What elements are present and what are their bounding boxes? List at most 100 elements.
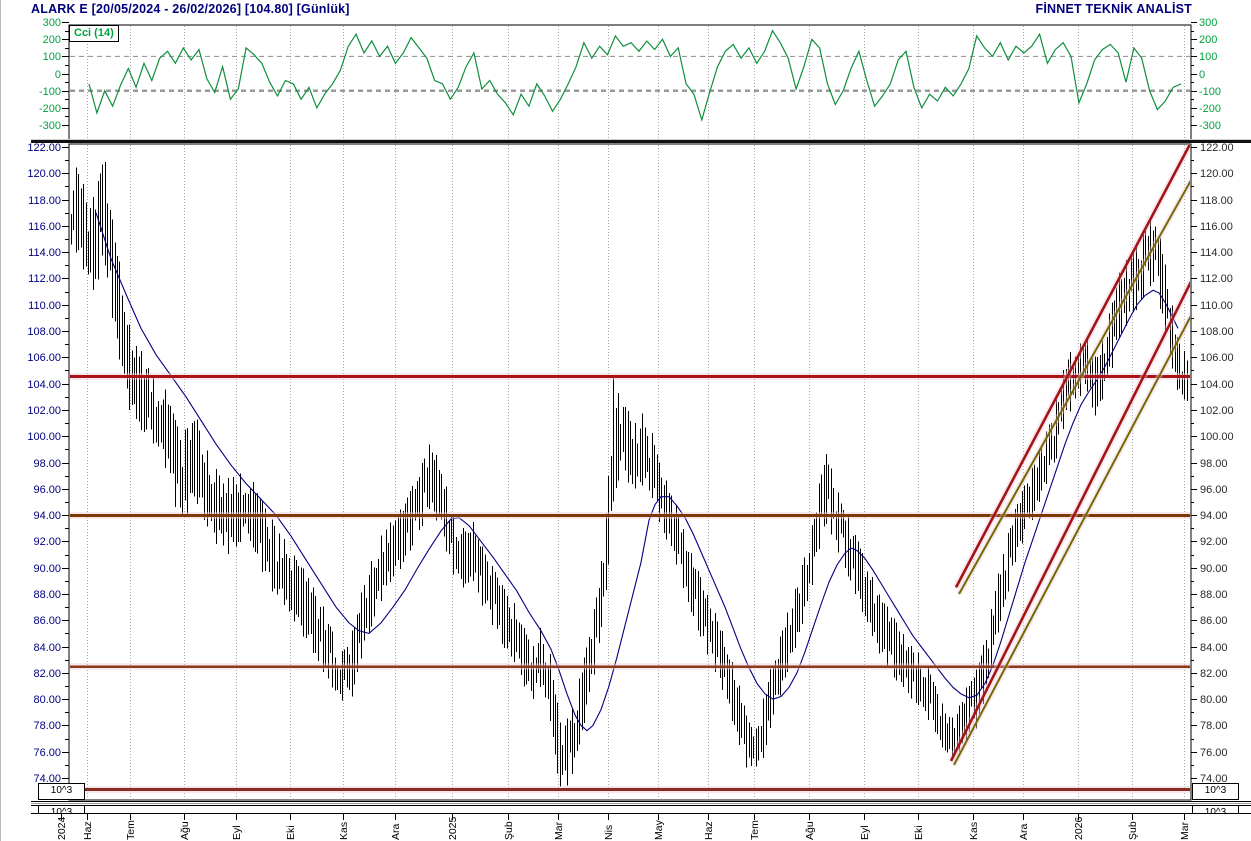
svg-text:Eki: Eki [285, 825, 297, 840]
svg-text:2026: 2026 [1073, 816, 1085, 840]
svg-text:112.00: 112.00 [1200, 273, 1233, 285]
svg-text:114.00: 114.00 [1200, 247, 1233, 259]
svg-text:74.00: 74.00 [1200, 773, 1228, 785]
svg-text:86.00: 86.00 [33, 615, 61, 627]
svg-text:-200: -200 [1199, 103, 1221, 115]
moving-average-line [95, 212, 1179, 732]
svg-text:100: 100 [43, 51, 61, 63]
svg-text:78.00: 78.00 [33, 720, 61, 732]
svg-text:-100: -100 [1199, 86, 1221, 98]
svg-text:0: 0 [1199, 69, 1205, 81]
svg-text:76.00: 76.00 [1200, 747, 1228, 759]
svg-text:106.00: 106.00 [1200, 352, 1234, 364]
svg-text:300: 300 [43, 17, 61, 29]
svg-text:118.00: 118.00 [28, 195, 61, 207]
svg-text:106.00: 106.00 [27, 352, 61, 364]
svg-text:2024: 2024 [56, 816, 68, 840]
svg-text:2025: 2025 [447, 816, 459, 840]
cci-axis-labels: 300 300 200 200 100 100 0 0 -100 -100 -200 -200 -300… [39, 17, 1221, 132]
svg-text:86.00: 86.00 [1200, 615, 1228, 627]
svg-text:94.00: 94.00 [1200, 510, 1228, 522]
svg-text:90.00: 90.00 [33, 563, 61, 575]
svg-text:Eyl: Eyl [859, 825, 871, 840]
price-axis-labels: 74.00 74.00 76.00 76.00 78.00 78.00 80.00 80.00… [27, 142, 1233, 785]
svg-text:108.00: 108.00 [27, 326, 61, 338]
svg-text:Ağu: Ağu [804, 821, 816, 840]
svg-text:104.00: 104.00 [27, 379, 61, 391]
svg-text:92.00: 92.00 [1200, 536, 1228, 548]
svg-text:Tem: Tem [749, 820, 761, 840]
svg-text:82.00: 82.00 [33, 668, 61, 680]
cci-line [88, 29, 1182, 123]
svg-text:88.00: 88.00 [33, 589, 61, 601]
svg-text:100.00: 100.00 [27, 431, 61, 443]
price-bars [71, 162, 1188, 787]
svg-text:90.00: 90.00 [1200, 563, 1228, 575]
svg-text:88.00: 88.00 [1200, 589, 1228, 601]
svg-text:Tem: Tem [125, 820, 137, 840]
svg-text:Şub: Şub [503, 821, 515, 840]
svg-text:Ara: Ara [1018, 824, 1030, 841]
svg-text:84.00: 84.00 [33, 642, 61, 654]
svg-text:Ağu: Ağu [179, 821, 191, 840]
svg-text:-100: -100 [39, 86, 61, 98]
svg-text:Mar: Mar [1179, 821, 1191, 840]
svg-text:-300: -300 [1199, 120, 1221, 132]
svg-text:200: 200 [43, 34, 61, 46]
month-gridlines [87, 26, 1185, 799]
svg-text:108.00: 108.00 [1200, 326, 1234, 338]
svg-text:May: May [653, 819, 665, 840]
svg-text:94.00: 94.00 [33, 510, 61, 522]
svg-text:102.00: 102.00 [27, 405, 61, 417]
svg-text:Şub: Şub [1127, 821, 1139, 840]
svg-text:80.00: 80.00 [1200, 694, 1228, 706]
svg-text:116.00: 116.00 [28, 221, 61, 233]
svg-text:Ara: Ara [390, 824, 402, 841]
svg-text:96.00: 96.00 [1200, 484, 1228, 496]
scale-factor-box-left: 10^3 [38, 783, 85, 800]
svg-text:122.00: 122.00 [1200, 142, 1234, 154]
svg-text:122.00: 122.00 [27, 142, 61, 154]
trend-channel-lines[interactable] [948, 140, 1192, 767]
svg-text:104.00: 104.00 [1200, 379, 1234, 391]
scale-factor-box-right: 10^3 [1192, 783, 1239, 800]
svg-text:0: 0 [55, 69, 61, 81]
svg-text:84.00: 84.00 [1200, 642, 1228, 654]
svg-text:Nis: Nis [603, 825, 615, 840]
svg-text:100.00: 100.00 [1200, 431, 1234, 443]
scale-factor-box-left-2: 10^3 [38, 805, 85, 814]
x-axis-month-labels: 2024 Haz Tem Ağu Eyl Eki Kas Ara 2025 Şub Mar Nis Ma… [56, 814, 1191, 840]
svg-text:96.00: 96.00 [33, 484, 61, 496]
svg-text:102.00: 102.00 [1200, 405, 1234, 417]
svg-text:Kas: Kas [968, 822, 980, 840]
svg-text:98.00: 98.00 [1200, 458, 1228, 470]
svg-text:Haz: Haz [703, 821, 715, 840]
svg-text:110.00: 110.00 [1200, 300, 1233, 312]
scale-factor-box-right-2: 10^3 [1192, 805, 1239, 814]
svg-text:120.00: 120.00 [1200, 168, 1234, 180]
cci-indicator-label: Cci (14) [69, 25, 119, 42]
svg-text:92.00: 92.00 [33, 536, 61, 548]
svg-text:74.00: 74.00 [33, 773, 61, 785]
svg-text:80.00: 80.00 [33, 694, 61, 706]
svg-text:120.00: 120.00 [27, 168, 61, 180]
svg-text:Kas: Kas [338, 822, 350, 840]
svg-text:Eki: Eki [913, 825, 925, 840]
svg-text:114.00: 114.00 [28, 247, 61, 259]
svg-text:110.00: 110.00 [28, 300, 61, 312]
svg-text:116.00: 116.00 [1200, 221, 1233, 233]
svg-text:Haz: Haz [82, 821, 94, 840]
svg-text:Eyl: Eyl [231, 825, 243, 840]
svg-text:300: 300 [1199, 17, 1217, 29]
svg-text:-300: -300 [39, 120, 61, 132]
svg-text:98.00: 98.00 [33, 458, 61, 470]
svg-text:118.00: 118.00 [1200, 195, 1233, 207]
svg-text:-200: -200 [39, 103, 61, 115]
svg-text:Mar: Mar [553, 821, 565, 840]
app-title: FİNNET TEKNİK ANALİST [1035, 2, 1192, 16]
svg-text:78.00: 78.00 [1200, 720, 1228, 732]
svg-text:82.00: 82.00 [1200, 668, 1228, 680]
svg-text:112.00: 112.00 [28, 273, 61, 285]
